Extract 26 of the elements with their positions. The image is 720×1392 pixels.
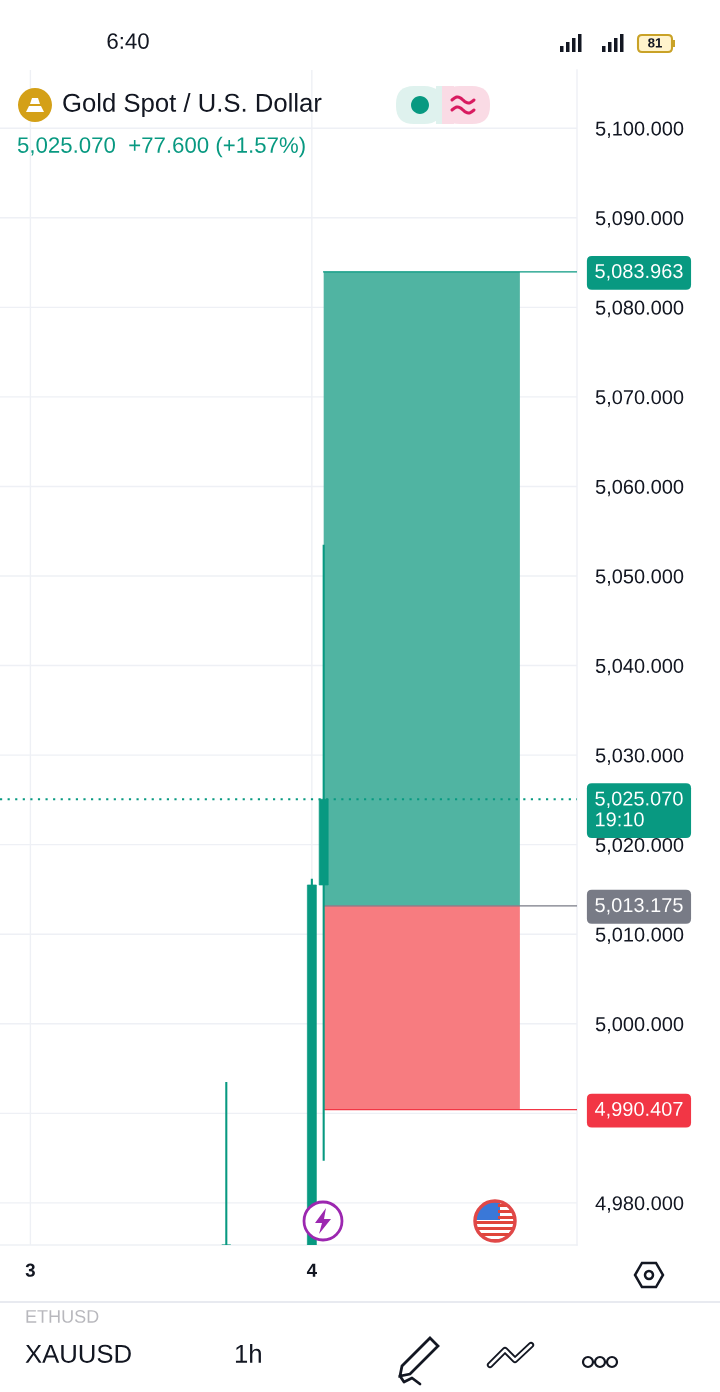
text: XAUUSD <box>25 1344 131 1363</box>
y-tick-label: 5,070.000 <box>595 390 684 407</box>
ref-line-label: 4,990.407 <box>594 1101 683 1119</box>
text: ETHUSD <box>26 1310 99 1323</box>
ref-line-label: 5,083.963 <box>595 264 683 281</box>
y-tick-label: 5,030.000 <box>595 748 684 765</box>
text: 6:40 <box>107 33 149 49</box>
y-tick-label: 5,060.000 <box>595 479 684 497</box>
y-tick-label: 5,040.000 <box>595 658 684 676</box>
y-tick-label: 5,010.000 <box>595 927 684 945</box>
text: 1h <box>235 1344 261 1363</box>
y-tick-label: 5,090.000 <box>595 211 684 228</box>
text: Gold Spot / U.S. Dollar <box>63 93 322 117</box>
x-tick-label: 4 <box>306 1263 317 1277</box>
y-tick-label: 5,020.000 <box>595 837 684 855</box>
x-tick-label: 3 <box>25 1263 35 1277</box>
text: 5,025.070 +77.600 (+1.57%) <box>17 136 305 158</box>
y-tick-label: 5,080.000 <box>595 300 684 318</box>
y-tick-label: 4,980.000 <box>595 1196 684 1213</box>
ref-line-label: 5,013.175 <box>595 897 683 915</box>
candlestick <box>221 1080 232 1245</box>
text: 81 <box>648 38 662 48</box>
y-tick-label: 5,050.000 <box>595 569 684 586</box>
y-tick-label: 5,000.000 <box>595 1017 684 1034</box>
ref-line-label: 5,025.070 19:10 <box>595 791 683 827</box>
y-tick-label: 5,100.000 <box>595 121 684 139</box>
